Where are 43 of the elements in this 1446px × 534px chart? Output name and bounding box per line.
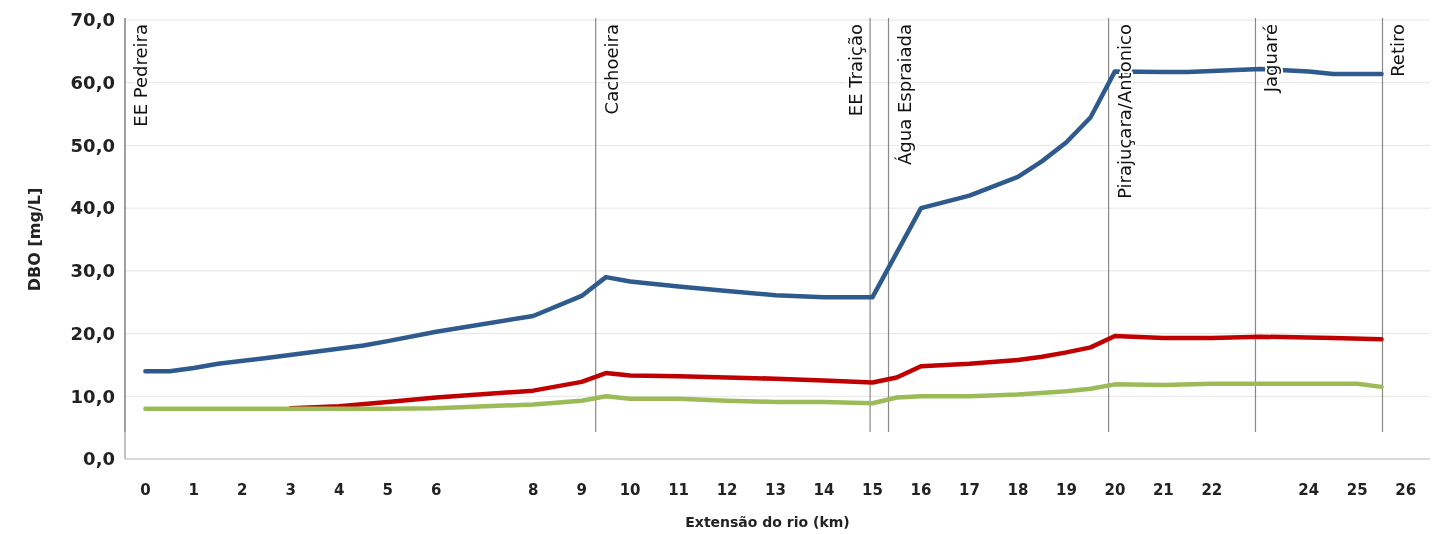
x-tick-label: 13 <box>765 481 786 499</box>
x-tick-label: 10 <box>619 481 641 499</box>
x-axis-title: Extensão do rio (km) <box>685 514 850 530</box>
x-tick-label: 11 <box>668 481 690 499</box>
x-tick-label: 19 <box>1055 481 1077 499</box>
x-tick-label: 0 <box>140 481 151 499</box>
y-tick-label: 20,0 <box>70 322 115 344</box>
x-tick-label: 4 <box>334 481 345 499</box>
x-tick-label: 20 <box>1104 481 1126 499</box>
x-tick-label: 1 <box>188 481 200 499</box>
ref-line-label: Pirajuçara/Antonico <box>1113 24 1135 199</box>
ref-line-label: Jaguaré <box>1260 24 1282 94</box>
x-tick-label: 9 <box>576 481 587 499</box>
x-tick-label: 26 <box>1395 481 1417 499</box>
y-tick-label: 60,0 <box>70 72 115 94</box>
x-tick-label: 15 <box>862 481 883 499</box>
y-tick-label: 70,0 <box>70 9 115 31</box>
y-tick-label: 50,0 <box>70 134 115 156</box>
ref-line-label: Retiro <box>1387 24 1409 77</box>
ref-line-label: Água Espraiada <box>893 24 915 165</box>
x-tick-label: 2 <box>237 481 248 499</box>
x-tick-label: 5 <box>382 481 393 499</box>
ref-line-label: EE Traição <box>845 24 867 117</box>
y-axis-title: DBO [mg/L] <box>25 187 44 292</box>
x-tick-label: 17 <box>959 481 980 499</box>
x-tick-label: 24 <box>1298 481 1320 499</box>
x-tick-label: 12 <box>716 481 738 499</box>
x-tick-label: 6 <box>431 481 442 499</box>
ref-line-label: EE Pedreira <box>130 24 151 127</box>
x-tick-label: 14 <box>813 481 835 499</box>
y-tick-label: 0,0 <box>83 448 115 470</box>
x-tick-label: 18 <box>1007 481 1029 499</box>
x-tick-label: 8 <box>527 481 539 499</box>
ref-line-label: Cachoeira <box>600 24 622 115</box>
y-tick-label: 30,0 <box>70 260 115 282</box>
line-series <box>143 381 1384 412</box>
x-tick-label: 25 <box>1346 481 1368 499</box>
x-tick-label: 16 <box>910 481 932 499</box>
x-tick-label: 21 <box>1152 481 1174 499</box>
x-tick-label: 22 <box>1201 481 1223 499</box>
x-tick-label: 3 <box>285 481 297 499</box>
y-tick-label: 40,0 <box>70 197 115 219</box>
y-tick-label: 10,0 <box>70 385 115 407</box>
